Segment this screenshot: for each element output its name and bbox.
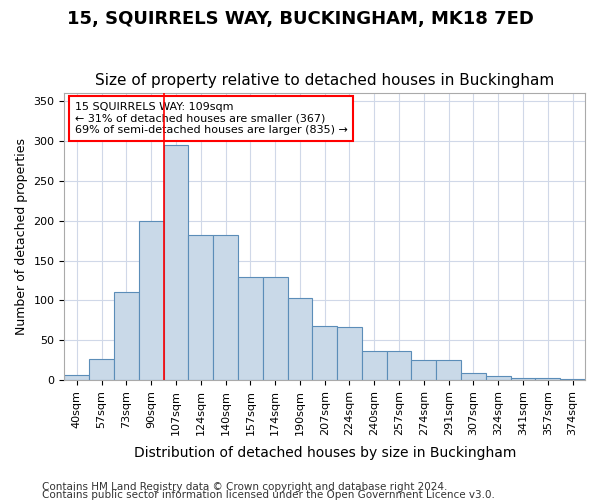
Bar (560, 379, 585, 380)
Bar (164, 145, 188, 380)
Y-axis label: Number of detached properties: Number of detached properties (15, 138, 28, 335)
Text: Contains public sector information licensed under the Open Government Licence v3: Contains public sector information licen… (42, 490, 495, 500)
Bar (436, 360, 461, 380)
X-axis label: Distribution of detached houses by size in Buckingham: Distribution of detached houses by size … (134, 446, 516, 460)
Bar (89, 358, 114, 380)
Bar (535, 378, 560, 380)
Bar (263, 276, 287, 380)
Bar (213, 235, 238, 380)
Bar (313, 326, 337, 380)
Title: Size of property relative to detached houses in Buckingham: Size of property relative to detached ho… (95, 73, 554, 88)
Bar (511, 378, 535, 380)
Bar (386, 352, 412, 380)
Bar (139, 221, 164, 380)
Bar (64, 376, 89, 380)
Bar (287, 298, 313, 380)
Bar (114, 292, 139, 380)
Bar (461, 373, 486, 380)
Bar (188, 235, 213, 380)
Bar (486, 376, 511, 380)
Bar (337, 326, 362, 380)
Bar (412, 360, 436, 380)
Text: Contains HM Land Registry data © Crown copyright and database right 2024.: Contains HM Land Registry data © Crown c… (42, 482, 448, 492)
Bar (362, 352, 386, 380)
Text: 15, SQUIRRELS WAY, BUCKINGHAM, MK18 7ED: 15, SQUIRRELS WAY, BUCKINGHAM, MK18 7ED (67, 10, 533, 28)
Text: 15 SQUIRRELS WAY: 109sqm
← 31% of detached houses are smaller (367)
69% of semi-: 15 SQUIRRELS WAY: 109sqm ← 31% of detach… (75, 102, 347, 135)
Bar (238, 276, 263, 380)
